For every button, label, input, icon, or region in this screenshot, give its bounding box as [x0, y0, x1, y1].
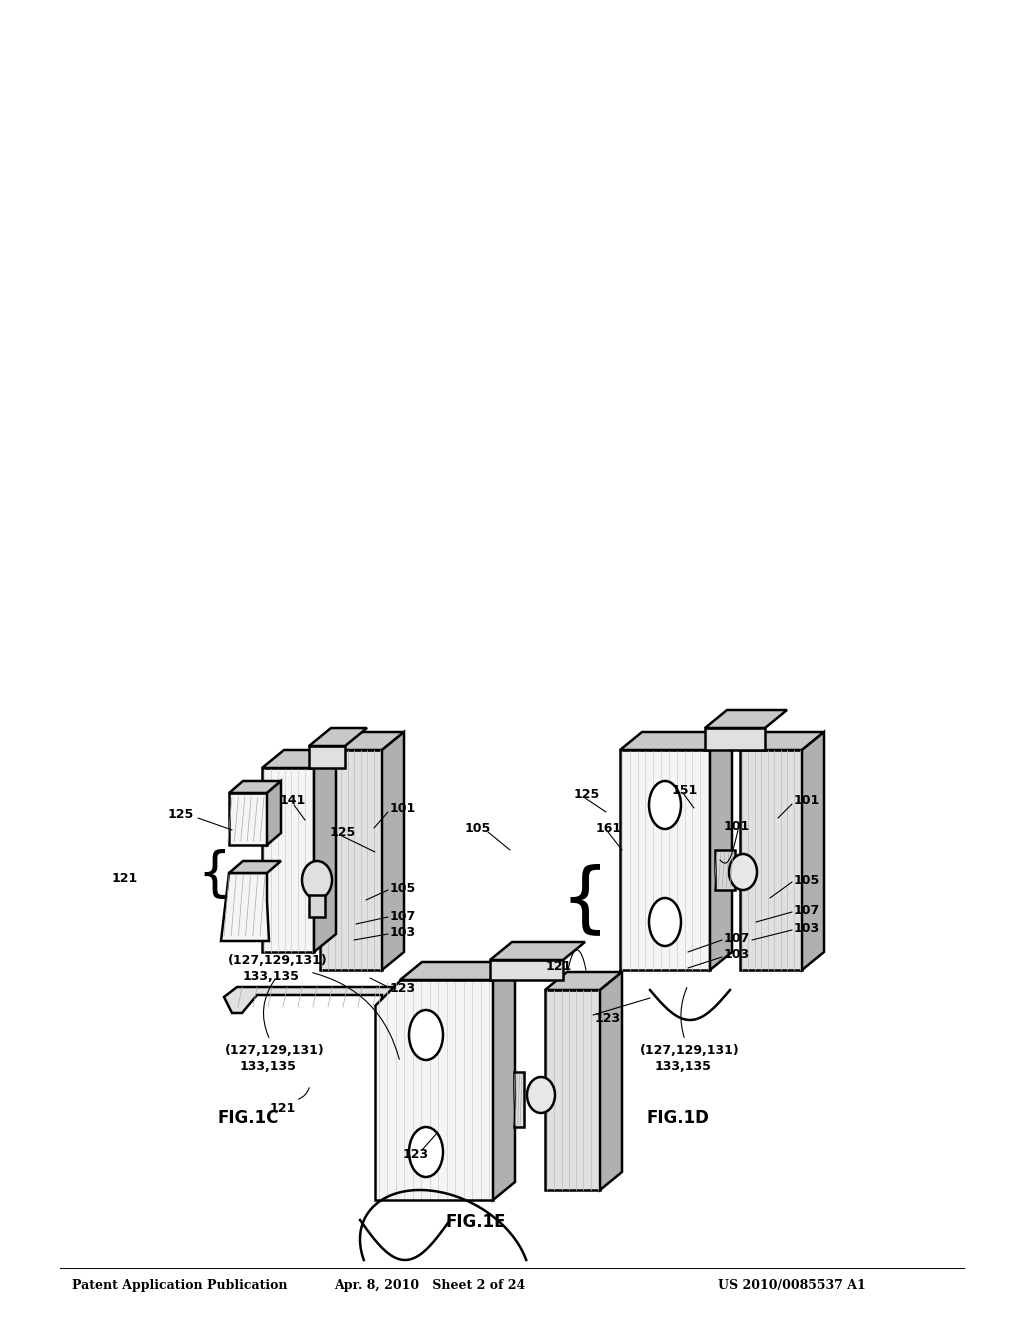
Text: 125: 125: [168, 808, 195, 821]
Text: (127,129,131): (127,129,131): [225, 1044, 325, 1056]
Polygon shape: [229, 861, 281, 873]
Text: 125: 125: [574, 788, 600, 801]
Text: 107: 107: [794, 903, 820, 916]
Polygon shape: [490, 960, 563, 979]
Ellipse shape: [302, 861, 332, 899]
Polygon shape: [705, 729, 765, 750]
Text: 133,135: 133,135: [240, 1060, 297, 1072]
Text: US 2010/0085537 A1: US 2010/0085537 A1: [718, 1279, 865, 1291]
Text: 151: 151: [672, 784, 698, 796]
Polygon shape: [262, 768, 314, 952]
Polygon shape: [493, 962, 515, 1200]
Polygon shape: [545, 972, 622, 990]
Text: {: {: [561, 863, 609, 937]
Polygon shape: [740, 750, 802, 970]
Polygon shape: [740, 733, 824, 750]
Polygon shape: [221, 873, 269, 941]
Text: 161: 161: [596, 821, 623, 834]
Polygon shape: [802, 733, 824, 970]
Text: Patent Application Publication: Patent Application Publication: [72, 1279, 288, 1291]
Polygon shape: [620, 733, 732, 750]
Text: (127,129,131): (127,129,131): [228, 953, 328, 966]
Bar: [309, 895, 325, 917]
Text: 121: 121: [546, 960, 572, 973]
Text: 123: 123: [402, 1148, 429, 1162]
Text: 133,135: 133,135: [243, 969, 300, 982]
Ellipse shape: [409, 1127, 443, 1177]
Text: 107: 107: [390, 909, 416, 923]
Text: 123: 123: [595, 1011, 622, 1024]
Polygon shape: [705, 710, 787, 729]
Ellipse shape: [527, 1077, 555, 1113]
Polygon shape: [229, 781, 281, 793]
Text: FIG.1D: FIG.1D: [646, 1109, 710, 1127]
Polygon shape: [375, 979, 493, 1200]
Text: 105: 105: [465, 821, 492, 834]
Polygon shape: [545, 990, 600, 1191]
Polygon shape: [229, 793, 267, 845]
Text: 107: 107: [724, 932, 751, 945]
Ellipse shape: [649, 898, 681, 946]
Bar: [715, 850, 735, 890]
Ellipse shape: [649, 781, 681, 829]
Text: {: {: [198, 849, 230, 902]
Text: 123: 123: [390, 982, 416, 994]
Polygon shape: [400, 962, 515, 979]
Text: FIG.1C: FIG.1C: [217, 1109, 279, 1127]
Text: 133,135: 133,135: [655, 1060, 712, 1072]
Ellipse shape: [729, 854, 757, 890]
Text: 103: 103: [724, 949, 751, 961]
Text: 103: 103: [794, 921, 820, 935]
Polygon shape: [309, 746, 345, 768]
Polygon shape: [490, 942, 585, 960]
Polygon shape: [710, 733, 732, 970]
Ellipse shape: [409, 1010, 443, 1060]
Text: 121: 121: [112, 871, 138, 884]
Text: 105: 105: [794, 874, 820, 887]
Text: 101: 101: [724, 820, 751, 833]
Bar: [514, 1072, 524, 1127]
Polygon shape: [319, 733, 404, 750]
Text: 103: 103: [390, 927, 416, 940]
Polygon shape: [267, 781, 281, 845]
Text: FIG.1E: FIG.1E: [445, 1213, 506, 1232]
Text: 141: 141: [280, 793, 306, 807]
Text: 101: 101: [390, 801, 416, 814]
Text: 105: 105: [390, 882, 416, 895]
Polygon shape: [600, 972, 622, 1191]
Text: 101: 101: [794, 793, 820, 807]
Polygon shape: [224, 987, 404, 1012]
Text: (127,129,131): (127,129,131): [640, 1044, 739, 1056]
Text: Apr. 8, 2010   Sheet 2 of 24: Apr. 8, 2010 Sheet 2 of 24: [335, 1279, 525, 1291]
Text: 121: 121: [270, 1101, 296, 1114]
Polygon shape: [382, 733, 404, 970]
Polygon shape: [314, 750, 336, 952]
Text: 125: 125: [330, 825, 356, 838]
Polygon shape: [262, 750, 336, 768]
Polygon shape: [319, 750, 382, 970]
Polygon shape: [309, 729, 367, 746]
Polygon shape: [620, 750, 710, 970]
